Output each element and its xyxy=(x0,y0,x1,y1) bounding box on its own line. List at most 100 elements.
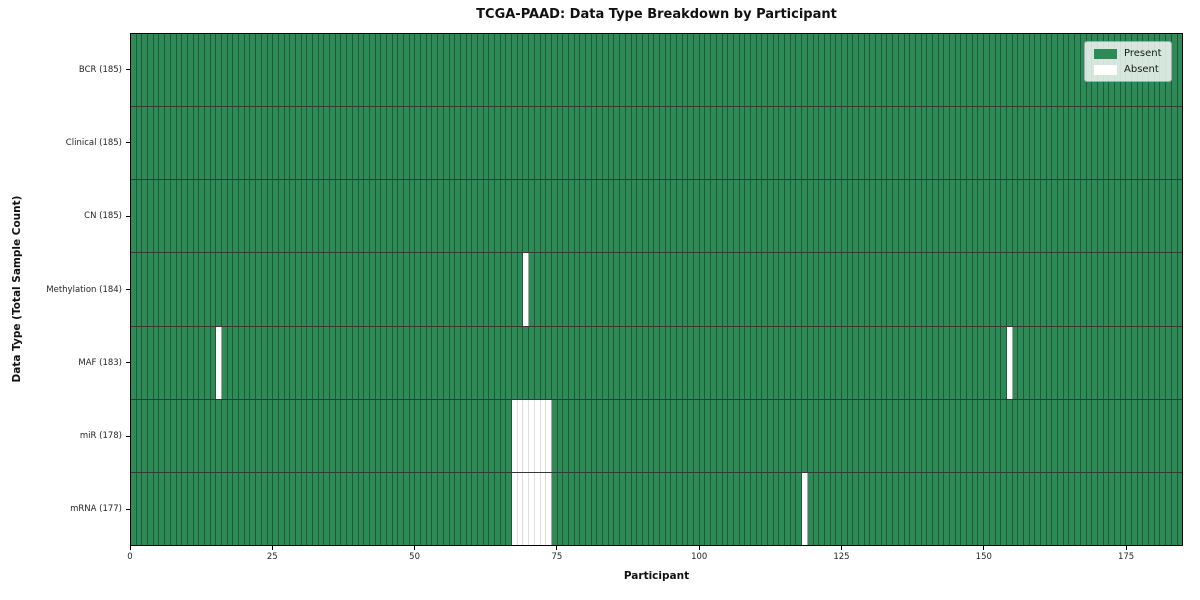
heatmap-cell xyxy=(745,472,751,545)
heatmap-cell xyxy=(574,180,581,253)
heatmap-cell xyxy=(853,107,859,180)
heatmap-cell xyxy=(148,107,154,180)
heatmap-cell xyxy=(711,180,717,253)
heatmap-cell xyxy=(984,472,990,545)
heatmap-cell xyxy=(165,34,171,107)
heatmap-cell xyxy=(489,399,495,472)
heatmap-cell xyxy=(523,399,530,472)
heatmap-cell xyxy=(432,326,439,399)
heatmap-cell xyxy=(881,180,888,253)
heatmap-cell xyxy=(466,326,473,399)
heatmap-cell xyxy=(904,253,911,326)
heatmap-cell xyxy=(603,326,609,399)
heatmap-cell xyxy=(159,253,166,326)
heatmap-cell xyxy=(148,326,154,399)
heatmap-cell xyxy=(711,34,717,107)
heatmap-cell xyxy=(324,326,331,399)
heatmap-cell xyxy=(557,253,564,326)
heatmap-cell xyxy=(330,472,336,545)
heatmap-cell xyxy=(523,107,530,180)
heatmap-cell xyxy=(773,180,780,253)
heatmap-cell xyxy=(989,472,996,545)
heatmap-cell xyxy=(193,107,200,180)
heatmap-cell xyxy=(1052,180,1059,253)
heatmap-cell xyxy=(1114,253,1121,326)
heatmap-cell xyxy=(341,107,348,180)
heatmap-cell xyxy=(165,107,171,180)
heatmap-cell xyxy=(665,107,672,180)
heatmap-cell xyxy=(603,399,609,472)
heatmap-cell xyxy=(187,253,194,326)
heatmap-cell xyxy=(859,180,865,253)
heatmap-cell xyxy=(620,107,626,180)
heatmap-cell xyxy=(472,180,478,253)
heatmap-cell xyxy=(165,253,171,326)
heatmap-cell xyxy=(193,472,200,545)
heatmap-cell xyxy=(352,472,359,545)
heatmap-cell xyxy=(426,253,433,326)
heatmap-cell xyxy=(273,34,279,107)
heatmap-cell xyxy=(1126,399,1132,472)
heatmap-cell xyxy=(443,180,450,253)
heatmap-cell xyxy=(170,326,177,399)
heatmap-cell xyxy=(443,326,450,399)
heatmap-cell xyxy=(216,326,222,399)
heatmap-cell xyxy=(1149,107,1155,180)
heatmap-cell xyxy=(557,107,564,180)
heatmap-cell xyxy=(967,326,973,399)
heatmap-cell xyxy=(324,253,331,326)
heatmap-cell xyxy=(847,34,854,107)
heatmap-cell xyxy=(733,326,740,399)
heatmap-cell xyxy=(904,399,911,472)
heatmap-cell xyxy=(1018,399,1024,472)
heatmap-cell xyxy=(1001,472,1007,545)
heatmap-cell xyxy=(768,326,774,399)
heatmap-cell xyxy=(529,253,535,326)
heatmap-cell xyxy=(170,399,177,472)
heatmap-cell xyxy=(807,107,814,180)
heatmap-cell xyxy=(267,326,274,399)
heatmap-row xyxy=(131,180,1183,254)
heatmap-cell xyxy=(426,472,433,545)
heatmap-cell xyxy=(762,253,768,326)
heatmap-cell xyxy=(330,326,336,399)
heatmap-cell xyxy=(824,326,831,399)
heatmap-cell xyxy=(915,326,922,399)
heatmap-cell xyxy=(756,472,763,545)
heatmap-cell xyxy=(335,253,342,326)
heatmap-cell xyxy=(1171,472,1178,545)
heatmap-cell xyxy=(529,326,535,399)
heatmap-cell xyxy=(1006,472,1013,545)
x-tick-label: 0 xyxy=(127,552,133,562)
heatmap-cell xyxy=(540,180,547,253)
heatmap-cell xyxy=(654,34,660,107)
heatmap-cell xyxy=(1103,472,1110,545)
heatmap-cell xyxy=(227,326,234,399)
heatmap-cell xyxy=(739,180,746,253)
heatmap-cell xyxy=(659,180,666,253)
heatmap-cell xyxy=(847,180,854,253)
heatmap-cell xyxy=(159,34,166,107)
heatmap-cell xyxy=(654,180,660,253)
heatmap-cell xyxy=(1012,180,1019,253)
heatmap-cell xyxy=(1029,34,1036,107)
heatmap-cell xyxy=(131,180,137,253)
heatmap-cell xyxy=(136,180,143,253)
heatmap-cell xyxy=(830,107,837,180)
heatmap-cell xyxy=(1171,399,1178,472)
heatmap-cell xyxy=(1046,399,1053,472)
heatmap-cell xyxy=(756,253,763,326)
heatmap-cell xyxy=(273,180,279,253)
heatmap-cell xyxy=(500,34,507,107)
heatmap-cell xyxy=(495,180,501,253)
heatmap-cell xyxy=(950,180,956,253)
heatmap-cell xyxy=(853,472,859,545)
heatmap-cell xyxy=(313,253,319,326)
heatmap-cell xyxy=(517,180,524,253)
heatmap-cell xyxy=(1092,472,1098,545)
heatmap-cell xyxy=(148,34,154,107)
heatmap-cell xyxy=(301,34,308,107)
heatmap-cell xyxy=(910,399,916,472)
heatmap-cell xyxy=(1080,253,1087,326)
heatmap-cell xyxy=(995,399,1002,472)
